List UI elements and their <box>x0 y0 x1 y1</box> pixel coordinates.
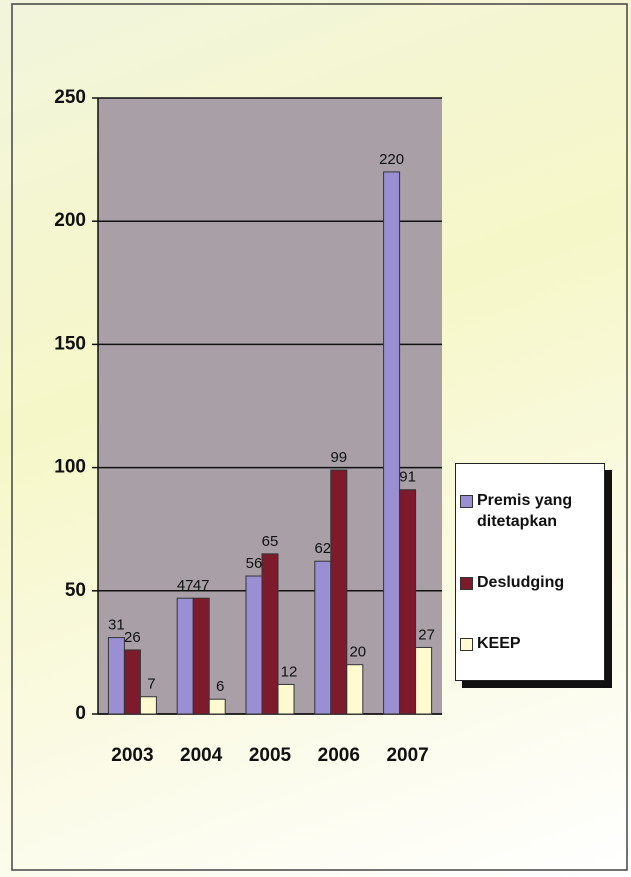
legend-item: Premis yang ditetapkan <box>460 490 600 532</box>
y-tick-label: 100 <box>54 457 86 478</box>
bar <box>208 698 226 715</box>
value-label: 26 <box>124 629 141 646</box>
legend: Premis yang ditetapkan Desludging KEEP <box>455 463 605 681</box>
value-label: 65 <box>262 533 279 550</box>
legend-swatch <box>460 577 473 590</box>
value-label: 91 <box>399 469 416 486</box>
y-tick-label: 200 <box>54 210 86 231</box>
y-tick-label: 250 <box>54 87 86 108</box>
legend-swatch <box>460 495 473 508</box>
bar <box>139 696 157 715</box>
bar <box>261 553 279 715</box>
value-label: 20 <box>349 644 366 661</box>
value-label: 6 <box>216 678 224 695</box>
value-label: 12 <box>281 663 298 680</box>
value-label: 62 <box>314 540 331 557</box>
x-tick-label: 2007 <box>386 745 428 766</box>
legend-item: KEEP <box>460 633 600 654</box>
bar <box>277 683 295 715</box>
legend-item: Desludging <box>460 572 600 593</box>
bar <box>245 575 263 715</box>
value-label: 27 <box>418 626 435 643</box>
legend-label: Desludging <box>477 574 565 591</box>
x-tick-label: 2005 <box>249 745 292 766</box>
bar <box>314 560 332 715</box>
legend-swatch <box>460 638 473 651</box>
bar <box>346 664 364 715</box>
y-tick-label: 0 <box>75 703 86 724</box>
value-label: 47 <box>177 577 194 594</box>
x-tick-label: 2003 <box>111 745 153 766</box>
x-tick-label: 2004 <box>180 745 223 766</box>
frame <box>11 3 628 871</box>
bar <box>176 597 194 715</box>
x-tick-label: 2006 <box>318 745 360 766</box>
value-label: 99 <box>330 449 347 466</box>
legend-label: Premis yang ditetapkan <box>477 492 573 530</box>
value-label: 7 <box>147 676 155 693</box>
value-label: 220 <box>379 151 404 168</box>
bar <box>415 646 433 715</box>
value-label: 31 <box>108 617 125 634</box>
bar <box>192 597 210 715</box>
bar <box>107 637 125 715</box>
value-label: 56 <box>246 555 263 572</box>
bar <box>383 171 401 715</box>
y-tick-label: 50 <box>65 580 86 601</box>
bar <box>399 489 417 715</box>
legend-label: KEEP <box>477 635 521 652</box>
bar <box>123 649 141 715</box>
value-label: 47 <box>193 577 210 594</box>
bar <box>330 469 348 715</box>
y-tick-label: 150 <box>54 333 86 354</box>
